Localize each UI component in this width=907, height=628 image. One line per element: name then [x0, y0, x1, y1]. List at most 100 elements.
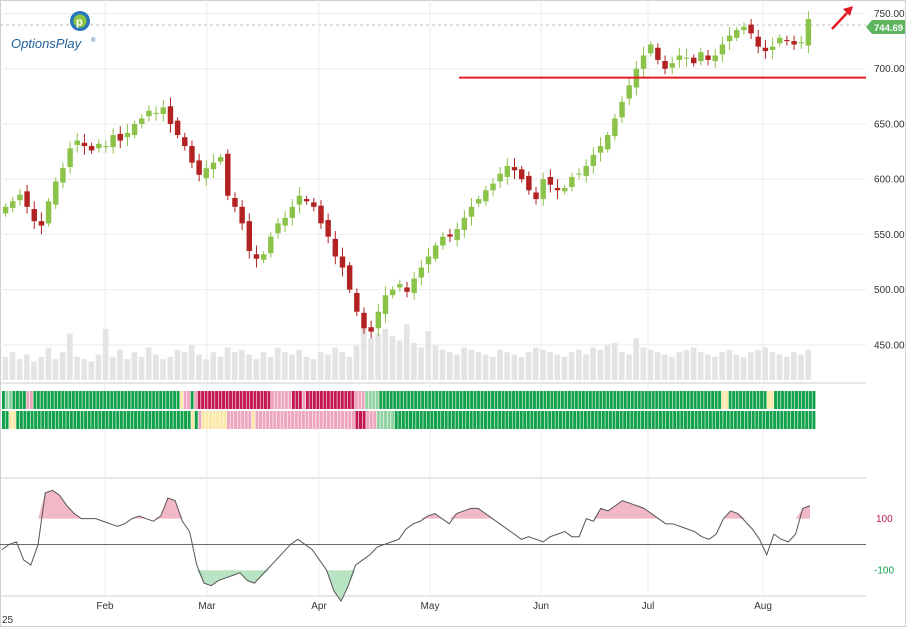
candle: [547, 169, 554, 193]
volume-bar: [16, 359, 23, 380]
volume-bar: [246, 354, 252, 380]
signal-cell: [672, 391, 676, 409]
signal-cell: [501, 411, 505, 429]
signal-cell: [707, 391, 711, 409]
signal-cell: [574, 391, 578, 409]
signal-cell: [421, 391, 425, 409]
signal-cell: [644, 411, 648, 429]
signal-cell: [219, 411, 223, 429]
volume-bar: [52, 359, 59, 380]
signal-cell: [110, 391, 114, 409]
volume-bar: [583, 354, 589, 380]
signal-cell: [805, 391, 809, 409]
volume-bar: [432, 345, 439, 380]
volume-bar: [755, 349, 761, 380]
signal-cell: [762, 411, 766, 429]
signal-cell: [641, 411, 645, 429]
signal-cell: [781, 391, 784, 409]
signal-cell: [466, 411, 470, 429]
signal-cell: [569, 411, 573, 429]
signal-cell: [198, 411, 202, 429]
signal-cell: [382, 391, 386, 409]
optionsplay-logo-icon: p: [70, 11, 90, 31]
candle: [117, 126, 123, 149]
signal-cell: [541, 411, 545, 429]
signal-cell: [633, 411, 637, 429]
signal-cell: [407, 391, 411, 409]
signal-cell: [305, 391, 309, 409]
signal-cell: [98, 411, 102, 429]
signal-cell: [106, 391, 110, 409]
signal-cell: [648, 411, 652, 429]
candle: [640, 46, 647, 78]
signal-cell: [801, 411, 805, 429]
month-tick-label: Jun: [533, 601, 549, 612]
signal-cell: [708, 411, 712, 429]
signal-cell: [459, 391, 463, 409]
candle: [604, 131, 611, 153]
volume-bar: [153, 354, 159, 380]
signal-cell: [780, 411, 784, 429]
candle: [726, 26, 733, 50]
signal-cell: [92, 391, 96, 409]
signal-cell: [544, 411, 548, 429]
signal-cell: [505, 391, 508, 409]
volume-bar: [425, 331, 432, 380]
signal-cell: [298, 391, 302, 409]
volume-bar: [396, 340, 403, 380]
candle: [332, 231, 339, 265]
signal-cell: [733, 411, 737, 429]
volume-bar: [196, 354, 202, 380]
signal-cell: [452, 391, 456, 409]
signal-cell: [598, 411, 602, 429]
signal-cell: [760, 391, 763, 409]
signal-cell: [237, 411, 241, 429]
candle: [698, 47, 704, 66]
signal-cell: [756, 391, 760, 409]
signal-cell: [466, 391, 470, 409]
signal-cell: [344, 411, 348, 429]
candle: [339, 247, 346, 277]
volume-bar: [525, 352, 532, 380]
signal-cell: [280, 411, 284, 429]
signal-cell: [50, 391, 54, 409]
signal-cell: [2, 391, 5, 409]
signal-cell: [71, 391, 75, 409]
signal-cell: [44, 411, 48, 429]
signal-cell: [687, 411, 691, 429]
signal-cell: [152, 391, 156, 409]
signal-cell: [134, 391, 138, 409]
candle: [475, 195, 482, 207]
signal-cell: [508, 391, 512, 409]
volume-bar: [661, 354, 668, 380]
signal-cell: [623, 391, 627, 409]
volume-bar: [24, 354, 30, 380]
signal-cell: [225, 391, 229, 409]
signal-cell: [725, 391, 729, 409]
signal-cell: [623, 411, 627, 429]
volume-bar: [274, 347, 281, 380]
candle: [210, 153, 217, 179]
volume-bar: [181, 352, 188, 380]
volume-bar: [633, 338, 639, 380]
candle: [239, 200, 245, 230]
signal-cell: [693, 391, 697, 409]
signal-cell: [43, 391, 47, 409]
signal-cell: [216, 411, 220, 429]
signal-cell: [354, 391, 358, 409]
signal-cell: [718, 391, 722, 409]
signal-cell: [580, 411, 584, 429]
signal-cell: [473, 411, 477, 429]
signal-cell: [387, 411, 391, 429]
last-price-label: 744.69: [874, 23, 903, 34]
candle: [289, 199, 296, 226]
signal-cell: [700, 391, 704, 409]
signal-cell: [48, 411, 52, 429]
signal-cell: [391, 411, 395, 429]
signal-cell: [483, 411, 487, 429]
candle: [655, 43, 661, 65]
signal-cell: [22, 391, 26, 409]
signal-cell: [588, 391, 592, 409]
signal-cell: [116, 411, 120, 429]
